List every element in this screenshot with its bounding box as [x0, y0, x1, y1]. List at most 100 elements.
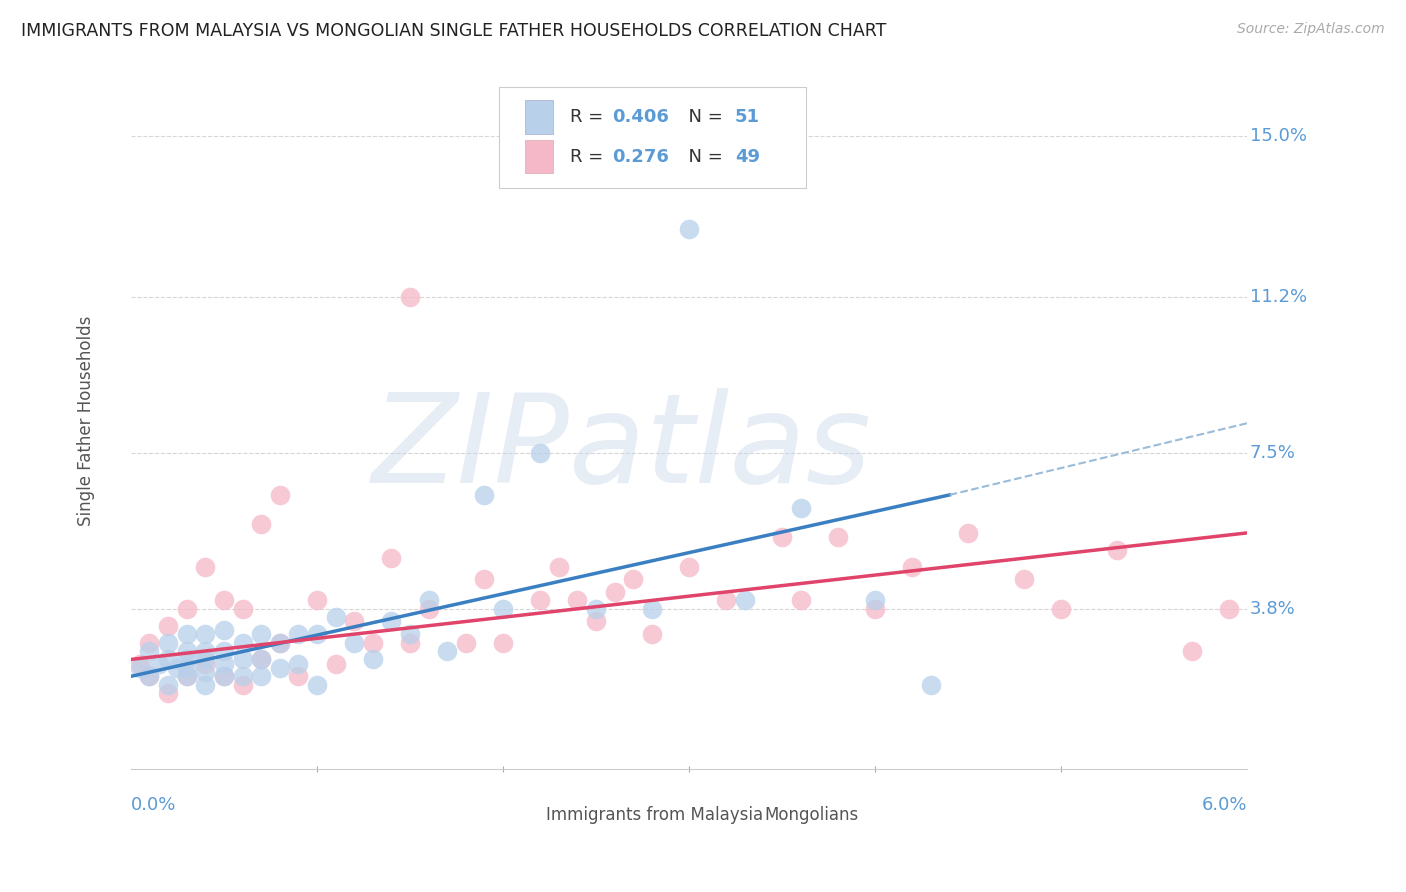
- Point: [194, 627, 217, 641]
- Point: [863, 602, 886, 616]
- Text: N =: N =: [676, 108, 728, 126]
- Point: [454, 635, 477, 649]
- Point: [957, 525, 980, 540]
- Point: [863, 593, 886, 607]
- Point: [176, 661, 198, 675]
- Point: [194, 652, 217, 666]
- Point: [269, 635, 291, 649]
- Point: [399, 627, 422, 641]
- Point: [901, 559, 924, 574]
- Point: [1218, 602, 1240, 616]
- Point: [547, 559, 569, 574]
- Point: [138, 635, 160, 649]
- Point: [678, 559, 700, 574]
- Point: [641, 602, 664, 616]
- Point: [418, 602, 440, 616]
- Point: [194, 644, 217, 658]
- Text: 49: 49: [735, 147, 759, 166]
- Text: Mongolians: Mongolians: [763, 806, 858, 824]
- Point: [194, 665, 217, 679]
- Point: [920, 678, 942, 692]
- Point: [212, 657, 235, 671]
- Point: [176, 669, 198, 683]
- Point: [287, 669, 309, 683]
- Point: [585, 602, 607, 616]
- Point: [157, 678, 180, 692]
- Point: [827, 530, 849, 544]
- Point: [361, 635, 384, 649]
- Point: [603, 585, 626, 599]
- Point: [157, 618, 180, 632]
- Point: [269, 488, 291, 502]
- Point: [176, 644, 198, 658]
- Point: [529, 446, 551, 460]
- Point: [231, 669, 253, 683]
- Point: [380, 615, 402, 629]
- Point: [212, 623, 235, 637]
- Point: [269, 661, 291, 675]
- Point: [231, 652, 253, 666]
- Point: [641, 627, 664, 641]
- Point: [231, 678, 253, 692]
- Text: 0.406: 0.406: [612, 108, 669, 126]
- Point: [399, 290, 422, 304]
- Point: [585, 615, 607, 629]
- Point: [231, 635, 253, 649]
- Point: [305, 593, 328, 607]
- Point: [157, 652, 180, 666]
- Point: [325, 657, 347, 671]
- Point: [474, 488, 496, 502]
- Point: [343, 615, 366, 629]
- Point: [1050, 602, 1073, 616]
- Text: 3.8%: 3.8%: [1250, 599, 1295, 618]
- Point: [567, 593, 589, 607]
- Point: [734, 593, 756, 607]
- Point: [269, 635, 291, 649]
- Point: [305, 678, 328, 692]
- Text: R =: R =: [569, 108, 609, 126]
- Point: [194, 559, 217, 574]
- Point: [176, 627, 198, 641]
- Text: 51: 51: [735, 108, 759, 126]
- Point: [474, 572, 496, 586]
- Point: [399, 635, 422, 649]
- Text: 7.5%: 7.5%: [1250, 443, 1295, 462]
- Point: [678, 222, 700, 236]
- Point: [250, 652, 273, 666]
- Point: [157, 635, 180, 649]
- Point: [305, 627, 328, 641]
- Point: [492, 602, 515, 616]
- Text: 11.2%: 11.2%: [1250, 287, 1306, 306]
- Point: [418, 593, 440, 607]
- Text: Immigrants from Malaysia: Immigrants from Malaysia: [546, 806, 763, 824]
- Point: [790, 500, 813, 515]
- Text: Source: ZipAtlas.com: Source: ZipAtlas.com: [1237, 22, 1385, 37]
- Point: [343, 635, 366, 649]
- Point: [1180, 644, 1202, 658]
- Point: [212, 669, 235, 683]
- Point: [1107, 542, 1129, 557]
- Point: [129, 661, 152, 675]
- Point: [138, 669, 160, 683]
- Point: [231, 602, 253, 616]
- Point: [176, 669, 198, 683]
- Point: [194, 678, 217, 692]
- Point: [176, 652, 198, 666]
- Point: [716, 593, 738, 607]
- Point: [157, 686, 180, 700]
- Point: [176, 602, 198, 616]
- Point: [325, 610, 347, 624]
- FancyBboxPatch shape: [728, 800, 756, 830]
- Point: [138, 669, 160, 683]
- Point: [361, 652, 384, 666]
- Text: Single Father Households: Single Father Households: [77, 316, 96, 526]
- Text: 0.276: 0.276: [612, 147, 669, 166]
- Point: [250, 669, 273, 683]
- Point: [212, 593, 235, 607]
- Text: 6.0%: 6.0%: [1202, 796, 1247, 814]
- Text: IMMIGRANTS FROM MALAYSIA VS MONGOLIAN SINGLE FATHER HOUSEHOLDS CORRELATION CHART: IMMIGRANTS FROM MALAYSIA VS MONGOLIAN SI…: [21, 22, 886, 40]
- FancyBboxPatch shape: [510, 800, 538, 830]
- Text: N =: N =: [676, 147, 728, 166]
- Point: [492, 635, 515, 649]
- Point: [250, 652, 273, 666]
